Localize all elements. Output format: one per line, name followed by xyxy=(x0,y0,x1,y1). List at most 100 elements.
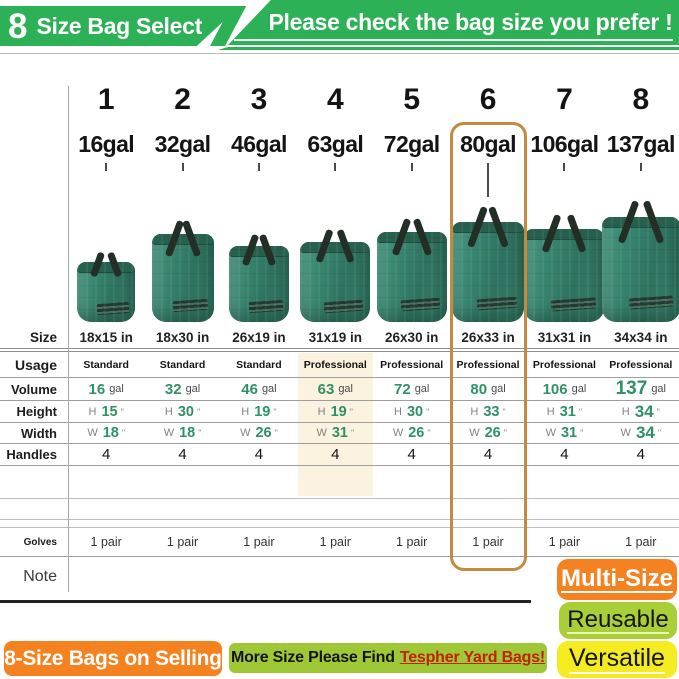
volume-label-8: 137gal xyxy=(606,130,676,157)
width-cell-3: W 26 " xyxy=(240,425,278,441)
pointer-tick-3 xyxy=(221,163,297,171)
pointer-tick-5 xyxy=(374,163,450,171)
table-row-volume: Volume 16 gal 32 gal 46 gal 63 gal 72 gal 80 gal 106… xyxy=(0,378,679,401)
bag-handle-webbing xyxy=(550,297,597,312)
badge-multi-size: Multi-Size xyxy=(557,559,677,600)
bag-illustration-4 xyxy=(300,228,370,322)
bag-rim xyxy=(602,217,679,228)
pointer-tick-1 xyxy=(68,163,144,171)
gloves-cell-8: 1 pair xyxy=(625,535,657,549)
handles-cell-4: 4 xyxy=(331,446,340,463)
bag-illustration-5 xyxy=(377,217,447,322)
header-left-ribbon: 8 Size Bag Select xyxy=(0,6,240,46)
bag-rim xyxy=(452,222,524,233)
usage-cell-4: Professional xyxy=(303,359,367,371)
height-cell-3: H 19 " xyxy=(241,403,277,420)
width-cell-5: W 26 " xyxy=(392,425,431,441)
header-badge-number: 8 xyxy=(8,6,28,46)
height-cell-8: H 34 " xyxy=(621,401,660,421)
badge-versatile-label: Versatile xyxy=(569,644,665,674)
badge-versatile: Versatile xyxy=(557,641,677,678)
table-row-note: Note xyxy=(0,557,679,596)
usage-cell-3: Standard xyxy=(236,359,282,371)
row-label-handles: Handles xyxy=(6,447,57,462)
volume-cell-1: 16 gal xyxy=(88,380,124,398)
size-cell-2: 18x30 in xyxy=(155,329,210,345)
column-numbers-row: 1 2 3 4 5 6 7 8 xyxy=(68,82,679,118)
bag-illustration-8 xyxy=(602,200,679,322)
pointer-tick-6 xyxy=(450,163,526,197)
footer-more-size-banner: More Size Please Find Tespher Yard Bags! xyxy=(229,643,547,673)
handles-cell-2: 4 xyxy=(178,446,187,463)
row-label-volume: Volume xyxy=(11,381,57,397)
height-cell-5: H 30 " xyxy=(394,403,430,420)
volume-cell-4: 63 gal xyxy=(317,380,353,398)
usage-cell-2: Standard xyxy=(159,359,206,371)
gloves-cell-5: 1 pair xyxy=(396,535,428,549)
bag-body xyxy=(300,242,370,322)
header-underline xyxy=(218,47,679,50)
volume-cell-3: 46 gal xyxy=(241,380,277,398)
bag-rim xyxy=(152,234,214,245)
column-number-6: 6 xyxy=(479,83,497,116)
table-spacer-row xyxy=(0,466,679,499)
volume-label-2: 32gal xyxy=(154,130,211,157)
column-number-8: 8 xyxy=(632,83,650,116)
volume-label-7: 106gal xyxy=(530,130,599,157)
bag-rim xyxy=(77,262,135,273)
column-number-4: 4 xyxy=(326,83,344,116)
column-number-5: 5 xyxy=(403,83,421,116)
pointer-ticks-row xyxy=(68,163,679,199)
volume-cell-7: 106 gal xyxy=(542,380,587,398)
bag-illustration-7 xyxy=(524,213,604,322)
footer-more-size-text: More Size Please Find xyxy=(230,649,395,666)
volume-label-4: 63gal xyxy=(307,130,364,157)
label-column-divider xyxy=(68,86,69,592)
handles-cell-5: 4 xyxy=(407,446,416,463)
width-cell-7: W 31 " xyxy=(545,425,584,441)
bag-body xyxy=(602,217,679,322)
gloves-cell-2: 1 pair xyxy=(166,535,199,549)
size-cell-7: 31x31 in xyxy=(537,329,592,345)
width-cell-4: W 31 " xyxy=(316,425,355,441)
width-cell-6: W 26 " xyxy=(469,425,507,441)
volume-label-6: 80gal xyxy=(460,130,516,157)
volume-cell-5: 72 gal xyxy=(394,380,430,398)
bag-body xyxy=(152,234,214,322)
size-cell-8: 34x34 in xyxy=(614,329,668,345)
bag-illustration-3 xyxy=(229,233,289,322)
row-label-gloves: Golves xyxy=(23,536,57,548)
volume-cell-6: 80 gal xyxy=(470,380,506,398)
bag-body xyxy=(229,246,289,322)
column4-highlight xyxy=(298,353,373,496)
table-row-gloves: Golves 1 pair 1 pair 1 pair 1 pair 1 pair 1 p… xyxy=(0,528,679,557)
header-divider-line xyxy=(0,53,679,54)
width-cell-8: W 34 " xyxy=(620,423,662,442)
bag-rim xyxy=(300,242,370,253)
usage-cell-8: Professional xyxy=(609,359,673,371)
table-row-height: Height H 15 " H 30 " H 19 " H 19 " H 30 " H 33 " H 31 " H 34 " xyxy=(0,401,679,423)
bag-handle-webbing xyxy=(172,298,209,312)
gloves-cell-6: 1 pair xyxy=(472,535,504,549)
handles-cell-8: 4 xyxy=(636,446,645,463)
usage-cell-7: Professional xyxy=(532,359,596,371)
height-cell-1: H 15 " xyxy=(88,403,124,420)
bag-handle-webbing xyxy=(476,296,518,311)
width-cell-2: W 18 " xyxy=(163,425,202,441)
volume-cell-8: 137 gal xyxy=(615,378,666,399)
footer-brand-link[interactable]: Tespher Yard Bags! xyxy=(399,649,546,666)
table-spacer-row xyxy=(0,499,679,520)
bottom-divider-line xyxy=(0,600,531,603)
bag-handle-webbing xyxy=(628,295,673,310)
pointer-tick-4 xyxy=(297,163,373,171)
height-cell-2: H 30 " xyxy=(164,403,201,420)
size-cell-1: 18x15 in xyxy=(79,329,133,345)
volume-label-1: 16gal xyxy=(78,130,135,157)
size-cell-3: 26x19 in xyxy=(232,329,286,345)
usage-cell-5: Professional xyxy=(380,359,444,371)
size-cell-6: 26x33 in xyxy=(461,329,515,345)
row-label-width: Width xyxy=(21,425,57,441)
handles-cell-7: 4 xyxy=(560,446,569,463)
header-banner: Please check the bag size you prefer ! xyxy=(228,0,679,45)
